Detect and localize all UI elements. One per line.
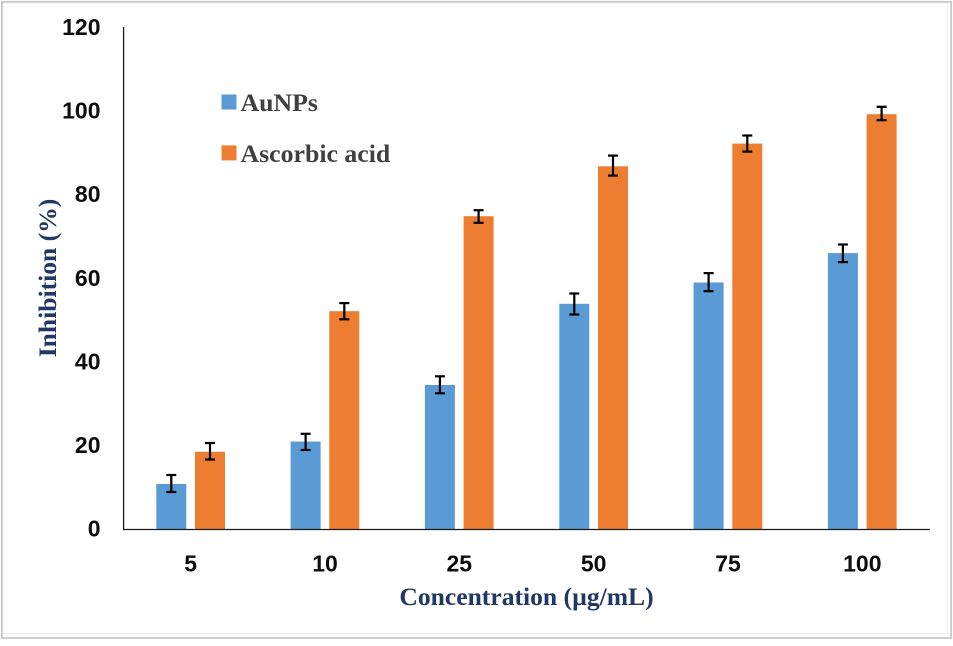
svg-text:50: 50: [581, 551, 607, 577]
svg-text:100: 100: [843, 551, 881, 577]
svg-text:Inhibition (%): Inhibition (%): [33, 199, 62, 358]
svg-text:40: 40: [75, 348, 101, 374]
svg-text:5: 5: [184, 551, 197, 577]
svg-text:10: 10: [312, 551, 338, 577]
svg-text:60: 60: [75, 265, 101, 291]
svg-text:80: 80: [75, 181, 101, 207]
svg-text:Ascorbic acid: Ascorbic acid: [241, 139, 391, 168]
svg-text:20: 20: [75, 432, 101, 458]
svg-text:25: 25: [447, 551, 473, 577]
svg-text:100: 100: [62, 98, 100, 124]
svg-text:75: 75: [715, 551, 741, 577]
svg-text:120: 120: [62, 14, 100, 40]
svg-text:Concentration (µg/mL): Concentration (µg/mL): [399, 582, 653, 611]
svg-text:AuNPs: AuNPs: [241, 88, 318, 117]
svg-text:0: 0: [88, 516, 101, 542]
